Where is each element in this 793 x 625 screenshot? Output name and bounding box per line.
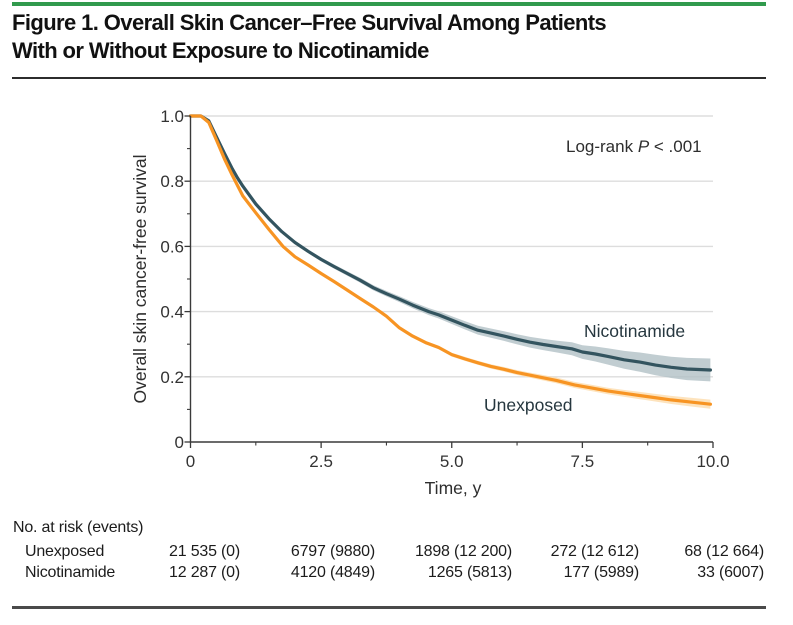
figure-title-line1: Figure 1. Overall Skin Cancer–Free Survi…: [12, 10, 607, 35]
risk-cell: 6797 (9880): [290, 543, 375, 560]
chart-plot-area: 1.0 0.8 0.6 0.4 0.2 00 2.5 5.0 7.5 10.0: [160, 107, 729, 471]
y-tick-label: 0.4: [160, 303, 184, 322]
x-tick-label: 10.0: [696, 452, 729, 471]
risk-cell: 33 (6007): [697, 564, 764, 581]
x-tick-label: 5.0: [440, 452, 464, 471]
risk-cell: 1265 (5813): [427, 564, 512, 581]
series-label-nicotinamide: Nicotinamide: [584, 321, 685, 341]
risk-cell: 4120 (4849): [290, 564, 375, 581]
y-tick-label: 1.0: [160, 107, 184, 126]
title-divider: [12, 77, 766, 79]
risk-table: No. at risk (events) Unexposed 21 535 (0…: [13, 517, 764, 583]
y-tick-label: 0.8: [160, 172, 184, 191]
y-axis-title: Overall skin cancer-free survival: [130, 155, 150, 404]
x-tick-label: 0: [186, 452, 195, 471]
bottom-divider: [12, 606, 766, 609]
x-tick-label: 2.5: [309, 452, 333, 471]
risk-row-label: Unexposed: [25, 543, 105, 560]
nicotinamide-curve: [188, 114, 712, 372]
risk-cell: 21 535 (0): [169, 543, 240, 560]
y-tick-label: 0: [175, 433, 184, 452]
x-tick-label: 7.5: [571, 452, 595, 471]
log-rank-prefix: Log-rank: [566, 137, 638, 156]
risk-table-header: No. at risk (events): [13, 519, 144, 536]
log-rank-suffix: < .001: [649, 137, 701, 156]
risk-cell: 272 (12 612): [550, 543, 640, 560]
risk-cell: 68 (12 664): [684, 543, 764, 560]
unexposed-curve: [188, 114, 712, 406]
log-rank-annotation: Log-rank P < .001: [566, 137, 702, 156]
risk-row-label: Nicotinamide: [25, 564, 116, 581]
risk-cell: 177 (5989): [563, 564, 640, 581]
figure-title-line2: With or Without Exposure to Nicotinamide: [12, 38, 429, 63]
series-label-unexposed: Unexposed: [484, 395, 573, 415]
log-rank-stat: P: [638, 137, 650, 156]
risk-cell: 12 287 (0): [169, 564, 240, 581]
y-tick-label: 0.2: [160, 368, 184, 387]
accent-bar: [12, 2, 766, 6]
risk-cell: 1898 (12 200): [414, 543, 512, 560]
figure-title: Figure 1. Overall Skin Cancer–Free Survi…: [12, 9, 772, 65]
x-axis-title: Time, y: [425, 478, 482, 498]
risk-row-nicotinamide: Nicotinamide 12 287 (0) 4120 (4849) 1265…: [13, 562, 764, 583]
risk-row-unexposed: Unexposed 21 535 (0) 6797 (9880) 1898 (1…: [13, 541, 764, 562]
y-tick-label: 0.6: [160, 237, 184, 256]
